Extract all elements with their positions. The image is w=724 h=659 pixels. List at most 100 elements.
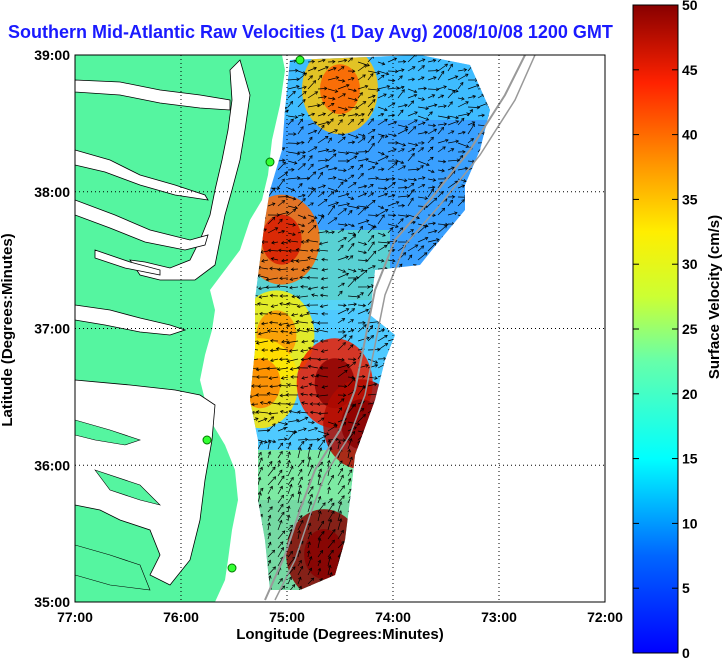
velocity-arrow: [300, 385, 309, 389]
velocity-arrow: [337, 290, 343, 297]
velocity-arrow: [337, 364, 350, 369]
velocity-arrow: [357, 309, 369, 315]
velocity-arrow-head: [454, 75, 459, 79]
velocity-arrow: [447, 140, 459, 144]
velocity-arrow: [291, 295, 299, 298]
velocity-arrow-head: [313, 66, 317, 71]
velocity-arrow-head: [300, 385, 304, 389]
velocity-arrow: [287, 576, 292, 585]
velocity-arrow: [447, 63, 453, 72]
velocity-arrow: [311, 374, 319, 378]
velocity-arrow-head: [451, 195, 456, 199]
velocity-arrow-head: [290, 493, 294, 498]
velocity-arrow: [327, 177, 336, 180]
velocity-arrow-head: [298, 559, 302, 564]
velocity-arrow-head: [462, 149, 466, 154]
velocity-arrow-head: [362, 303, 367, 308]
velocity-arrow: [417, 147, 424, 153]
velocity-arrow: [437, 123, 447, 126]
velocity-arrow: [267, 549, 275, 558]
grid-lines: [75, 55, 605, 602]
velocity-arrow: [387, 227, 393, 234]
velocity-arrow: [270, 358, 279, 362]
velocity-arrow-head: [292, 232, 296, 237]
velocity-arrow: [337, 237, 347, 243]
colorbar-tick-label: 5: [682, 580, 690, 596]
velocity-arrow: [277, 442, 283, 450]
velocity-arrow-head: [414, 142, 419, 147]
velocity-arrow-head: [301, 140, 305, 145]
velocity-arrow-head: [411, 188, 415, 193]
velocity-arrow: [277, 218, 283, 225]
velocity-arrow: [417, 65, 425, 72]
velocity-arrow: [268, 249, 279, 252]
velocity-arrow-head: [384, 192, 389, 197]
velocity-arrow-head: [359, 225, 363, 230]
velocity-arrow: [317, 417, 325, 423]
velocity-arrow: [317, 447, 322, 459]
velocity-arrow-head: [345, 272, 350, 277]
velocity-arrow-head: [277, 401, 281, 406]
velocity-arrow: [327, 475, 334, 486]
velocity-arrow-head: [303, 85, 307, 90]
velocity-arrow: [337, 541, 345, 549]
velocity-arrow-head: [366, 63, 370, 67]
velocity-arrow-head: [350, 165, 355, 170]
velocity-arrow-head: [300, 348, 304, 353]
velocity-arrow-head: [420, 147, 425, 151]
velocity-arrow: [270, 349, 279, 352]
velocity-arrow: [397, 69, 405, 72]
velocity-arrow: [367, 335, 374, 342]
velocity-arrow: [367, 376, 378, 379]
velocity-arrow: [307, 577, 314, 585]
velocity-arrow: [317, 87, 327, 90]
velocity-arrow-head: [271, 187, 276, 192]
velocity-arrow-head: [424, 236, 429, 241]
velocity-arrow-head: [279, 442, 284, 447]
velocity-arrow: [297, 304, 309, 308]
velocity-arrow-head: [280, 503, 284, 508]
velocity-arrow: [268, 412, 279, 415]
velocity-arrow-head: [381, 167, 385, 172]
velocity-arrow-head: [471, 121, 476, 125]
velocity-arrow: [347, 478, 351, 486]
velocity-arrow: [321, 286, 329, 289]
velocity-arrow-head: [302, 155, 306, 159]
velocity-arrow-head: [472, 94, 477, 99]
velocity-arrow-head: [404, 125, 409, 129]
velocity-arrow: [447, 75, 458, 81]
velocity-arrow-head: [250, 384, 255, 388]
velocity-arrow-head: [363, 324, 367, 328]
velocity-arrow: [347, 303, 357, 306]
velocity-arrow-head: [443, 104, 447, 108]
velocity-arrow-head: [322, 112, 327, 117]
velocity-arrow: [277, 486, 283, 495]
velocity-arrow-head: [385, 177, 390, 182]
velocity-arrow: [357, 269, 368, 279]
velocity-arrow-head: [345, 308, 350, 312]
velocity-arrow-head: [373, 382, 378, 387]
velocity-arrow-head: [352, 278, 357, 282]
velocity-arrow-head: [317, 559, 322, 564]
velocity-arrow-head: [469, 108, 473, 113]
velocity-arrow-head: [455, 120, 460, 124]
velocity-arrow-head: [332, 176, 337, 180]
velocity-arrow-head: [321, 312, 325, 316]
velocity-arrow-head: [307, 456, 312, 461]
velocity-arrow-head: [464, 166, 469, 171]
velocity-arrow: [257, 492, 261, 504]
velocity-arrow: [297, 476, 303, 486]
velocity-arrow: [269, 376, 279, 379]
velocity-arrow: [277, 367, 289, 370]
velocity-arrow-head: [339, 290, 343, 295]
velocity-arrow: [337, 530, 344, 540]
velocity-arrow: [317, 230, 329, 234]
velocity-arrow: [297, 469, 303, 477]
velocity-arrow: [267, 560, 271, 567]
velocity-arrow: [347, 295, 360, 298]
velocity-arrow-head: [334, 89, 339, 93]
velocity-arrow: [457, 155, 463, 162]
velocity-arrow-head: [294, 205, 299, 210]
velocity-arrow-head: [266, 428, 271, 433]
